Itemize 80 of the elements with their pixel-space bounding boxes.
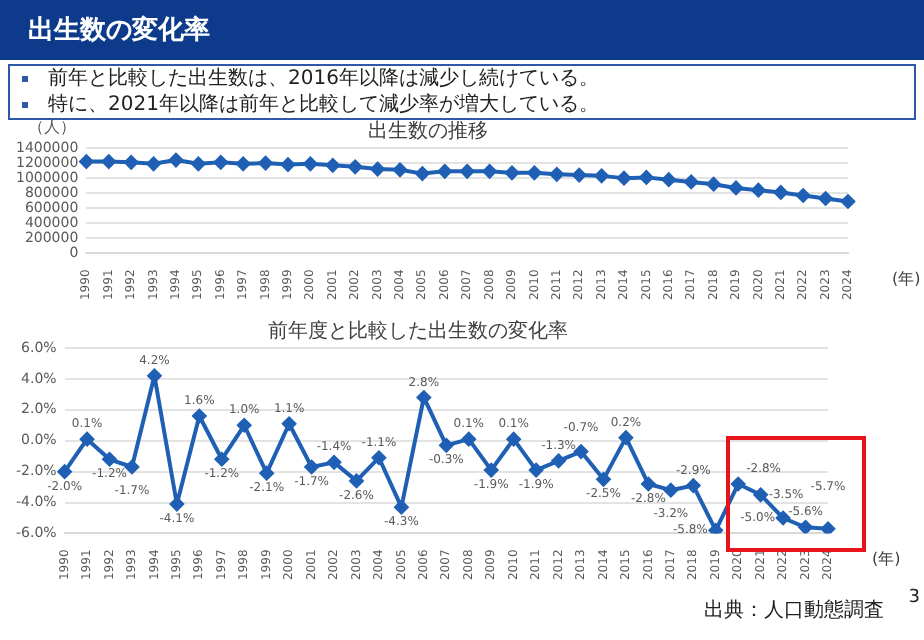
point (549, 167, 564, 182)
point (841, 194, 855, 209)
point (102, 452, 117, 467)
point (663, 483, 678, 498)
point (686, 478, 701, 493)
point (439, 438, 454, 453)
point (484, 463, 499, 478)
point (437, 164, 452, 179)
text: 前年と比較した出生数は、2016年以降は減少し続けている。 (48, 66, 599, 92)
point (641, 477, 656, 492)
point (818, 191, 833, 206)
point (708, 523, 723, 534)
point (370, 162, 385, 177)
point (529, 463, 544, 478)
point (124, 155, 139, 170)
point (461, 432, 476, 447)
point (504, 165, 519, 180)
point (706, 177, 721, 192)
point (213, 155, 228, 170)
point (147, 368, 162, 383)
point (798, 520, 813, 534)
point (258, 156, 273, 171)
point (79, 154, 94, 169)
point (236, 156, 251, 171)
text: 3 (908, 588, 920, 608)
point (661, 172, 676, 187)
chart-title: 前年度と比較した出生数の変化率 (268, 319, 568, 344)
point (169, 497, 184, 512)
point (191, 156, 206, 171)
point (572, 168, 587, 183)
point (482, 164, 497, 179)
point (168, 153, 183, 168)
x-axis-title: (年) (892, 268, 921, 290)
point (192, 409, 207, 423)
point (392, 162, 407, 177)
point (796, 188, 811, 203)
point (751, 183, 766, 198)
point (684, 174, 699, 189)
point (280, 157, 295, 172)
point (776, 511, 791, 526)
point (773, 185, 788, 200)
point (80, 432, 95, 447)
point (259, 466, 274, 481)
point (415, 166, 430, 181)
x-axis-title: (年) (872, 548, 901, 570)
point (214, 452, 229, 467)
point (574, 444, 589, 459)
point (282, 416, 297, 431)
point (348, 159, 363, 174)
point (616, 171, 631, 186)
point (304, 460, 319, 474)
point (325, 158, 340, 173)
text: 特に、2021年以降は前年と比較して減少率が増大している。 (48, 92, 599, 118)
point (618, 430, 633, 445)
point (394, 500, 409, 515)
point (371, 450, 386, 465)
y-axis-title: （人） (28, 116, 76, 138)
point (753, 487, 768, 502)
point (551, 453, 566, 468)
point (57, 464, 72, 479)
point (527, 165, 542, 180)
source-note: 出典：人口動態調査 (704, 597, 884, 624)
text: 出生数の変化率 (28, 13, 210, 48)
point (124, 460, 139, 474)
point (237, 418, 252, 433)
point (349, 473, 364, 488)
point (728, 180, 743, 195)
point (639, 170, 654, 185)
chart-title: 出生数の推移 (368, 119, 488, 144)
point (594, 168, 609, 183)
point (416, 390, 431, 405)
point (146, 156, 161, 171)
point (460, 164, 475, 179)
point (101, 154, 116, 169)
point (731, 477, 746, 492)
point (506, 432, 521, 447)
point (596, 472, 611, 487)
point (327, 455, 342, 470)
point (821, 521, 835, 534)
point (303, 156, 318, 171)
